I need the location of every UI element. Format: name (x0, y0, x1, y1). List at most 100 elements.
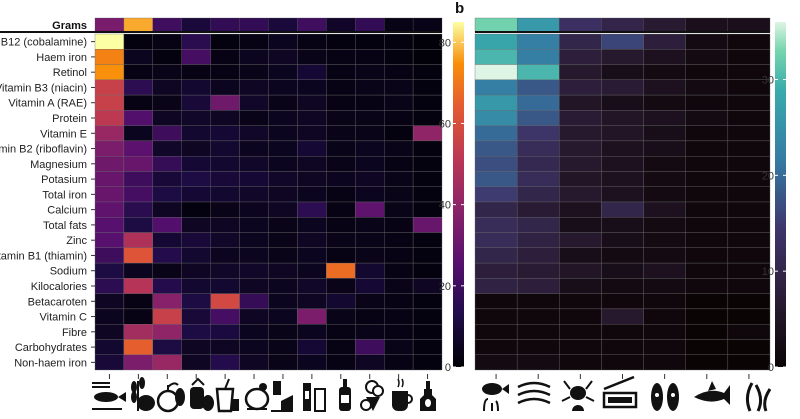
panel-b-heatmap-cell (474, 278, 518, 294)
panel-a-colorbar-label: 0 (445, 362, 451, 374)
panel-a-heatmap-cell (297, 232, 327, 248)
panel-a-heatmap-cell (412, 49, 443, 65)
panel-a-heatmap-cell (123, 278, 154, 294)
panel-a-heatmap-cell (383, 79, 414, 96)
panel-b-heatmap-cell (516, 354, 560, 371)
panel-a-heatmap-cell (239, 324, 269, 340)
panel-b-heatmap-cell (685, 308, 729, 325)
panel-a-heatmap-cell (210, 140, 240, 157)
panel-b-heatmap-cell (643, 125, 686, 142)
panel-b: b (455, 0, 786, 412)
panel-a-heatmap-cell (181, 324, 211, 340)
panel-b-heatmap-cell (516, 217, 560, 233)
panel-a-heatmap-cell (210, 293, 240, 310)
panel-a-heatmap-cell (383, 125, 414, 142)
panel-a-heatmap-cell (94, 110, 125, 126)
panel-b-heatmap-cell (601, 217, 644, 233)
panel-a-heatmap-cell (210, 201, 240, 218)
panel-a-heatmap-cell (412, 262, 443, 279)
panel-a-heatmap-cell (181, 217, 211, 233)
oils-icon (420, 381, 436, 411)
panel-a-heatmap-cell (94, 232, 125, 248)
panel-a-heatmap-cell (326, 125, 356, 142)
panel-a-heatmap-cell (268, 247, 298, 264)
panel-a-grams-cell (412, 17, 443, 33)
panel-a-heatmap-cell (412, 140, 443, 157)
panel-a-heatmap-cell (268, 308, 298, 325)
panel-a-heatmap-cell (210, 49, 240, 65)
panel-a-heatmap-cell (383, 156, 414, 172)
panel-b-heatmap-cell (516, 247, 560, 264)
panel-a-heatmap-cell (210, 278, 240, 294)
panel-a-heatmap-cell (326, 339, 356, 355)
panel-b-heatmap-cell (559, 140, 602, 157)
panel-a-heatmap-cell (383, 140, 414, 157)
panel-a-heatmap-cell (210, 79, 240, 96)
panel-a-heatmap-cell (326, 33, 356, 50)
panel-a-heatmap-cell (268, 201, 298, 218)
panel-a-heatmap-cell (210, 324, 240, 340)
poultry-icon (244, 383, 270, 411)
panel-a-heatmap-cell (268, 171, 298, 187)
panel-a-heatmap-cell (152, 186, 182, 203)
panel-a-heatmap-cell (94, 308, 125, 325)
panel-b-heatmap-cell (559, 201, 602, 218)
panel-b-heatmap-cell (643, 156, 686, 172)
panel-b-heatmap-cell (727, 293, 771, 310)
reef-fish-icon (482, 383, 509, 412)
panel-a-heatmap-cell (383, 354, 414, 371)
row-label: Calcium (47, 205, 87, 217)
panel-a-grams-cell (94, 17, 125, 33)
panel-a-heatmap-cell (326, 278, 356, 294)
panel-a-heatmap-cell (297, 171, 327, 187)
panel-b-heatmap-cell (559, 156, 602, 172)
panel-b-heatmap-cell (727, 324, 771, 340)
panel-a-heatmap-cell (123, 64, 154, 80)
panel-b-heatmap-cell (516, 64, 560, 80)
panel-b-heatmap-cell (685, 324, 729, 340)
panel-a-heatmap-cell (123, 201, 154, 218)
panel-a-heatmap-cell (326, 186, 356, 203)
panel-b-heatmap-cell (559, 94, 602, 111)
canned-fish-icon (602, 375, 638, 409)
row-label: Zinc (66, 235, 87, 247)
panel-a-heatmap-cell (181, 201, 211, 218)
panel-b-heatmap-cell (685, 110, 729, 126)
panel-a-heatmap-cell (94, 125, 125, 142)
panel-a-heatmap-cell (326, 293, 356, 310)
panel-a-heatmap-cell (412, 232, 443, 248)
panel-b-heatmap-cell (516, 125, 560, 142)
panel-a-heatmap-cell (94, 156, 125, 172)
panel-b-heatmap-cell (516, 308, 560, 325)
panel-a-grams-cell (326, 17, 356, 33)
panel-a-heatmap-cell (326, 262, 356, 279)
panel-a-heatmap-cell (268, 94, 298, 111)
panel-a-heatmap-cell (123, 324, 154, 340)
panel-a-heatmap-cell (268, 79, 298, 96)
panel-b-heatmap-cell (601, 110, 644, 126)
panel-a-heatmap-cell (210, 171, 240, 187)
panel-a-heatmap-cell (383, 339, 414, 355)
panel-b-heatmap-cell (643, 64, 686, 80)
panel-a-heatmap-cell (355, 140, 385, 157)
panel-b-heatmap-cell (474, 324, 518, 340)
panel-a-heatmap-cell (297, 156, 327, 172)
panel-b-heatmap-cell (559, 110, 602, 126)
panel-a-heatmap-cell (383, 171, 414, 187)
panel-b-heatmap-cell (685, 49, 729, 65)
panel-a-heatmap-cell (355, 125, 385, 142)
panel-b-heatmap-cell (474, 110, 518, 126)
panel-a-grams-cell (152, 17, 182, 33)
panel-b-heatmap-cell (474, 308, 518, 325)
panel-b-heatmap-cell (643, 79, 686, 96)
panel-a-heatmap-cell (355, 247, 385, 264)
panel-b-heatmap-cell (601, 308, 644, 325)
panel-a-heatmap-cell (412, 94, 443, 111)
panel-b-heatmap-cell (474, 64, 518, 80)
panel-b-heatmap-cell (516, 33, 560, 50)
panel-a-heatmap-cell (94, 278, 125, 294)
dairy-cheese-icon (271, 381, 293, 412)
panel-b-heatmap-cell (474, 156, 518, 172)
panel-b-heatmap-cell (727, 94, 771, 111)
panel-a-heatmap-cell (210, 33, 240, 50)
